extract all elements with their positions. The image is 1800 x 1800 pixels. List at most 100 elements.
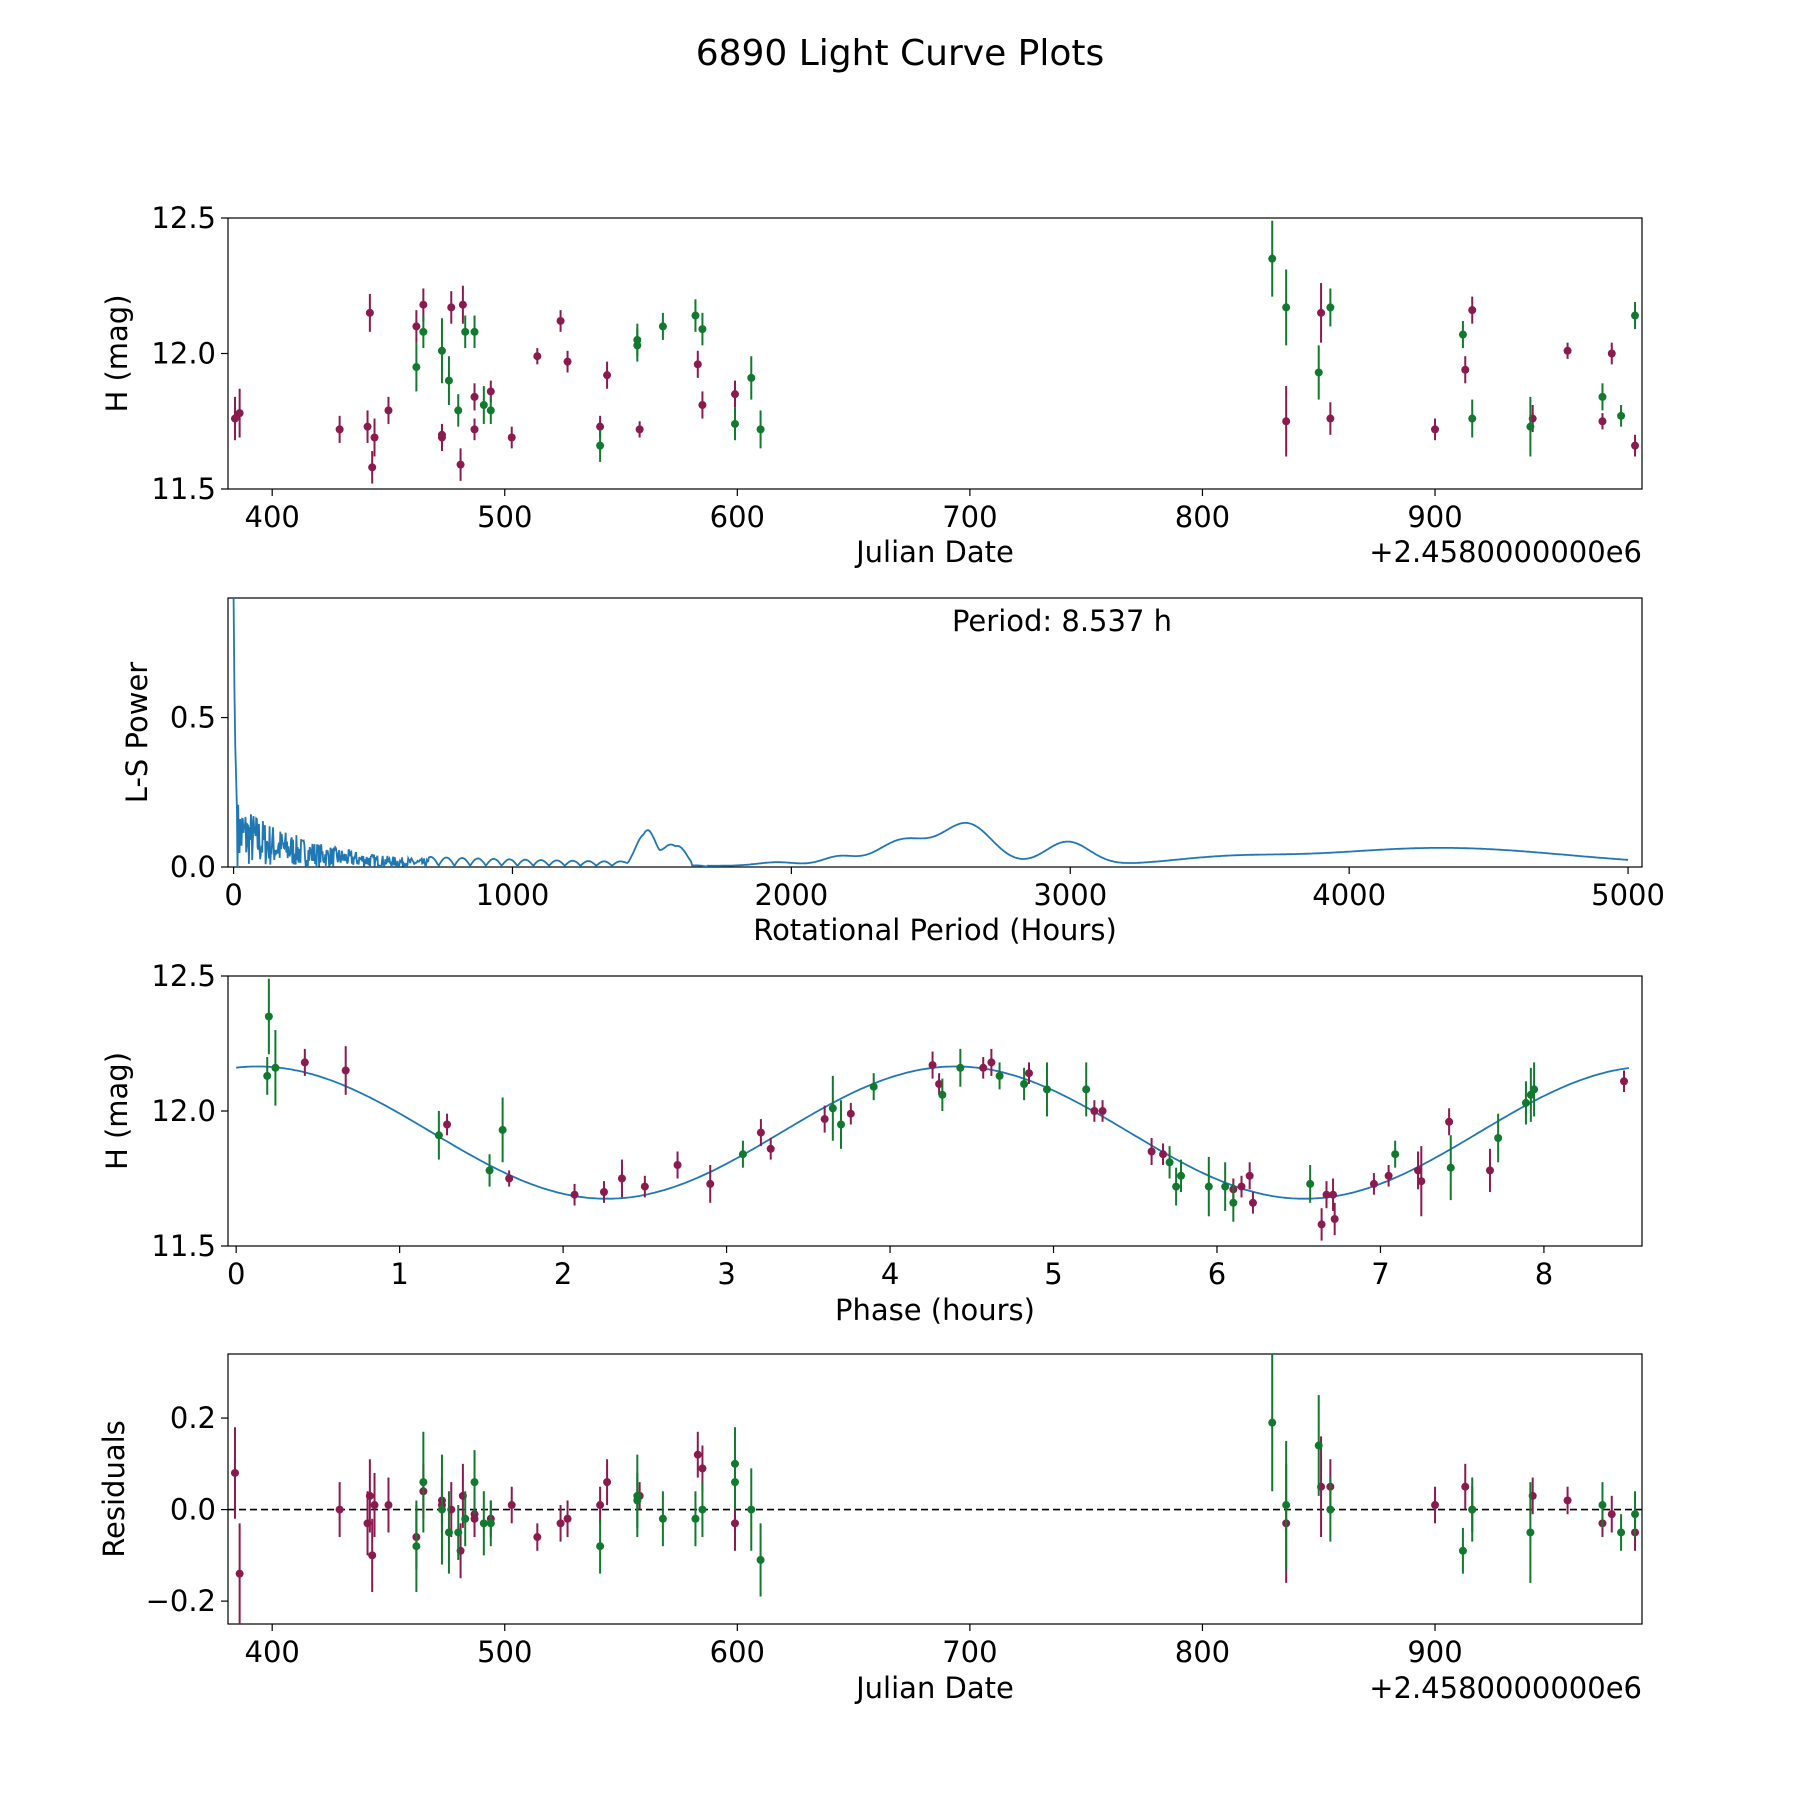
data-point <box>507 1501 516 1510</box>
data-point <box>230 414 239 423</box>
data-point <box>1617 1528 1626 1537</box>
data-point <box>820 1115 829 1124</box>
residuals-xtick-label: 800 <box>1175 1635 1230 1669</box>
data-point <box>271 1063 280 1072</box>
folded-xtick-label: 6 <box>1208 1257 1226 1291</box>
data-point <box>1458 330 1467 339</box>
data-point <box>979 1063 988 1072</box>
data-point <box>1082 1085 1091 1094</box>
data-point <box>756 1128 765 1137</box>
data-point <box>640 1182 649 1191</box>
data-point <box>1268 254 1277 263</box>
data-point <box>1024 1069 1033 1078</box>
data-point <box>1431 425 1440 434</box>
data-point <box>730 390 739 399</box>
data-point <box>1326 303 1335 312</box>
folded-xtick-label: 3 <box>717 1257 735 1291</box>
data-point <box>1391 1150 1400 1159</box>
data-point <box>747 1505 756 1514</box>
data-point <box>935 1080 944 1088</box>
data-point <box>341 1066 350 1075</box>
data-point <box>365 308 374 317</box>
data-point <box>563 357 572 366</box>
data-point <box>300 1058 309 1067</box>
data-point <box>479 400 488 409</box>
residuals-ylabel: Residuals <box>97 1420 131 1558</box>
data-point <box>1631 311 1640 320</box>
data-point <box>263 1071 272 1080</box>
data-point <box>412 363 421 372</box>
data-point <box>461 1514 470 1523</box>
periodogram-xtick-label: 4000 <box>1312 878 1386 912</box>
data-point <box>1245 1171 1254 1180</box>
lightcurve-ylabel: H (mag) <box>100 294 134 412</box>
data-point <box>828 1104 837 1113</box>
data-point <box>437 433 446 442</box>
data-point <box>673 1161 682 1169</box>
data-point <box>1306 1179 1315 1188</box>
data-point <box>738 1150 747 1159</box>
data-point <box>434 1131 443 1140</box>
data-point <box>1458 1546 1467 1555</box>
data-point <box>1237 1182 1246 1191</box>
lightcurve-xtick-label: 900 <box>1407 500 1462 534</box>
data-point <box>928 1061 937 1070</box>
folded-xtick-label: 7 <box>1371 1257 1389 1291</box>
data-point <box>1159 1150 1168 1159</box>
data-point <box>693 360 702 369</box>
data-point <box>1248 1198 1257 1207</box>
data-point <box>470 327 479 336</box>
data-point <box>444 1528 453 1537</box>
data-point <box>1445 1117 1454 1126</box>
residuals-xtick-label: 900 <box>1407 1635 1462 1669</box>
data-point <box>730 419 739 428</box>
data-point <box>1229 1198 1238 1207</box>
data-point <box>1090 1107 1099 1115</box>
periodogram-line <box>232 598 1629 867</box>
data-point <box>1468 306 1477 315</box>
data-point <box>698 1505 707 1514</box>
data-point <box>370 433 379 442</box>
data-point <box>437 346 446 355</box>
data-point <box>633 1496 642 1505</box>
folded-ytick-label: 11.5 <box>151 1229 216 1263</box>
data-point <box>956 1063 965 1072</box>
data-point <box>533 1533 542 1542</box>
residuals-axes-frame <box>227 1353 1643 1625</box>
data-point <box>443 1120 452 1129</box>
data-point <box>635 425 644 434</box>
data-point <box>368 463 377 472</box>
data-point <box>730 1519 739 1528</box>
data-point <box>730 1478 739 1487</box>
data-point <box>1468 1505 1477 1514</box>
data-point <box>1384 1171 1393 1180</box>
residuals-xtick-label: 700 <box>942 1635 997 1669</box>
data-point <box>633 341 642 350</box>
residuals-xtick-label: 600 <box>710 1635 765 1669</box>
data-point <box>419 1478 428 1487</box>
data-point <box>1317 1220 1326 1229</box>
lightcurve-points <box>230 220 1640 484</box>
folded-xtick-label: 4 <box>881 1257 899 1291</box>
folded-xtick-label: 2 <box>554 1257 572 1291</box>
data-point <box>1485 1166 1494 1175</box>
data-point <box>485 1166 494 1175</box>
data-point <box>1526 422 1535 431</box>
data-point <box>658 322 667 331</box>
periodogram-ylabel: L-S Power <box>120 662 154 803</box>
data-point <box>368 1551 377 1560</box>
data-point <box>563 1514 572 1523</box>
residuals-ytick-label: 0.0 <box>170 1493 216 1527</box>
data-point <box>1282 417 1291 426</box>
data-point <box>1282 1501 1291 1510</box>
residuals-panel: Julian Date Residuals +2.4580000000e6 40… <box>97 1353 1643 1705</box>
data-point <box>1282 303 1291 312</box>
data-point <box>1417 1177 1426 1186</box>
data-point <box>454 406 463 415</box>
folded-xtick-label: 5 <box>1044 1257 1062 1291</box>
data-point <box>596 441 605 450</box>
data-point <box>437 1505 446 1514</box>
data-point <box>456 460 465 469</box>
folded-xtick-label: 8 <box>1535 1257 1553 1291</box>
data-point <box>444 376 453 385</box>
